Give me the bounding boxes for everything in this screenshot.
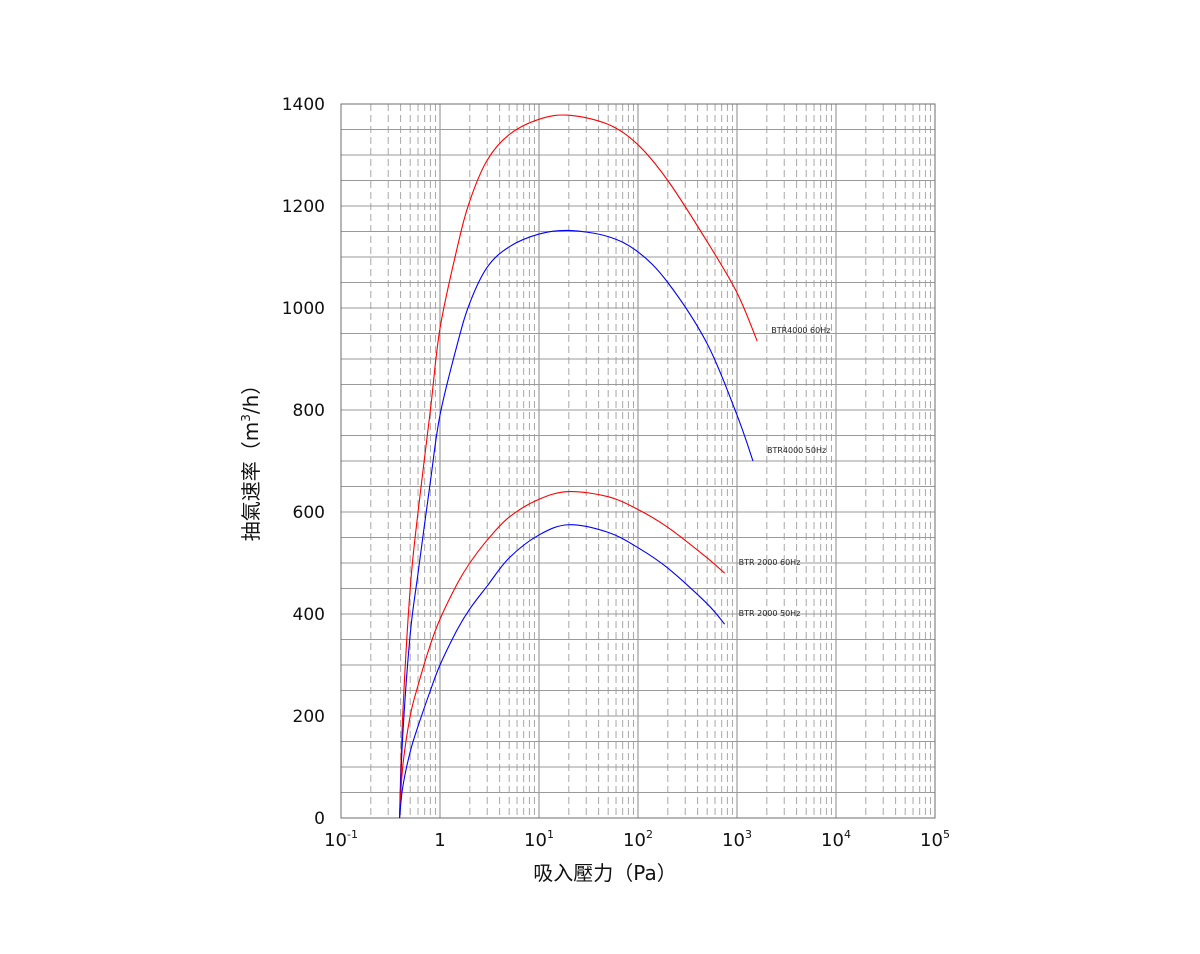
y-tick-label: 1000 (282, 299, 325, 319)
series-line-1 (398, 114, 758, 819)
series-label-1: BTR4000 60Hz (771, 326, 830, 335)
y-tick-label: 600 (293, 503, 325, 523)
plot-frame (340, 103, 936, 819)
series-label-3: BTR 2000 60Hz (739, 558, 801, 567)
x-tick-label: 10-1 (324, 828, 358, 851)
series-label-2: BTR4000 50Hz (767, 446, 826, 455)
x-tick-label: 102 (623, 828, 653, 851)
x-tick-label: 105 (920, 828, 950, 851)
series-line-3 (398, 491, 725, 819)
x-tick-label: 103 (722, 828, 752, 851)
x-tick-label: 1 (434, 830, 445, 851)
series-layer (398, 114, 758, 819)
x-tick-label: 104 (821, 828, 851, 851)
y-tick-labels: 0 200 400 600 800 1000 1200 1400 (282, 95, 325, 829)
y-tick-label: 1400 (282, 95, 325, 115)
y-tick-label: 400 (293, 605, 325, 625)
x-tick-labels: 10-1 1 101 102 103 104 105 (324, 828, 950, 851)
series-line-2 (398, 229, 754, 819)
y-tick-label: 200 (293, 707, 325, 727)
x-axis-title: 吸入壓力（Pa） (533, 861, 676, 885)
x-tick-label: 101 (524, 828, 554, 851)
y-axis-title-tail: /h） (239, 375, 263, 414)
y-axis-title-sup: 3 (239, 414, 253, 422)
grid (340, 103, 936, 819)
y-axis-title: 抽氣速率（m3/h） (239, 375, 263, 542)
y-tick-label: 1200 (282, 197, 325, 217)
series-line-4 (398, 524, 726, 819)
y-tick-label: 800 (293, 401, 325, 421)
series-label-4: BTR 2000 50Hz (739, 609, 801, 618)
y-tick-label: 0 (314, 809, 325, 829)
y-axis-title-main: 抽氣速率（m (239, 422, 263, 541)
series-labels: BTR4000 60Hz BTR4000 50Hz BTR 2000 60Hz BTR… (739, 326, 831, 618)
